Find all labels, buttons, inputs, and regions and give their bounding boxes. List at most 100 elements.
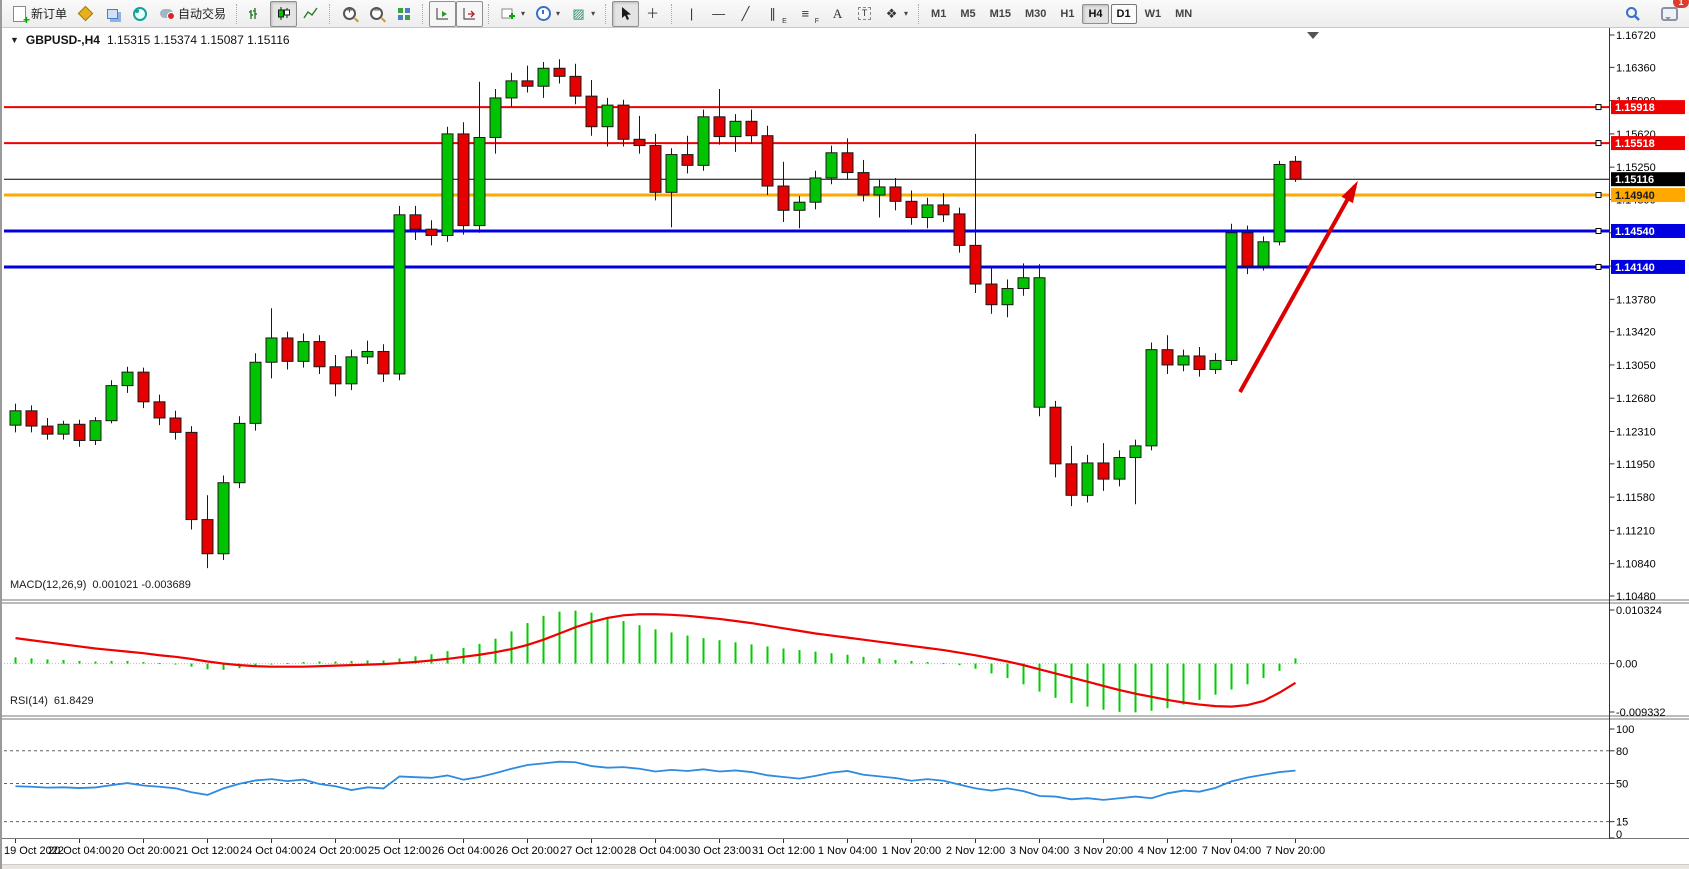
search-icon [1624,5,1641,22]
line-handle[interactable] [1595,140,1602,147]
macd-histogram-bar [1022,663,1025,685]
candle-body [745,120,758,137]
macd-histogram-bar [526,623,529,664]
candle-body [265,337,278,363]
search-button[interactable] [1619,1,1646,27]
macd-histogram-bar [942,663,945,665]
price-label-chip [1611,223,1685,238]
navigator-button[interactable] [99,1,126,27]
candle-body [313,341,326,368]
timeframe-m30-button[interactable]: M30 [1025,7,1047,20]
autotrading-button[interactable]: 自动交易 [153,1,231,27]
data-window-button[interactable] [126,1,153,27]
macd-histogram-bar [894,659,897,664]
text-button[interactable]: A [824,1,851,27]
candle-body [377,350,390,375]
chart-canvas[interactable]: 1.167201.163601.159901.156201.152501.148… [2,28,1689,869]
text-label-icon: T [856,5,873,22]
market-watch-button[interactable] [72,1,99,27]
periods-button[interactable]: ▾ [530,1,565,27]
candle-body [1065,463,1078,496]
chart-ohlc-values: 1.15315 1.15374 1.15087 1.15116 [106,33,290,47]
zoom-out-icon: − [368,5,385,22]
timeframe-h4-button[interactable]: H4 [1082,3,1109,24]
line-handle[interactable] [1595,104,1602,111]
candle-body [969,244,982,285]
timeframe-d1-button[interactable]: D1 [1110,3,1137,24]
timeframe-h1-button[interactable]: H1 [1060,7,1075,20]
candle-body [1113,457,1126,480]
notifications-button[interactable]: 1 [1656,0,1689,27]
line-chart-button[interactable] [297,1,324,27]
candle-body [601,104,614,128]
price-axis-label: 1.11210 [1616,525,1655,537]
price-label-chip [1611,100,1685,115]
timeframe-m15-button[interactable]: M15 [989,7,1012,20]
new-order-button[interactable]: 新订单 [6,1,72,27]
line-handle[interactable] [1595,227,1602,234]
auto-scroll-button[interactable] [429,0,457,27]
candle-body [1257,241,1270,267]
macd-histogram-bar [670,632,673,664]
cursor-icon [617,5,634,22]
macd-histogram-bar [782,648,785,664]
chart-shift-button[interactable] [456,0,484,27]
macd-histogram-bar [94,661,97,664]
rsi-indicator-label: RSI(14) 61.8429 [10,695,94,707]
trend-arrow-line[interactable] [1238,185,1357,393]
macd-histogram-bar [574,610,577,664]
line-handle[interactable] [1595,263,1602,270]
cursor-button[interactable] [612,0,640,27]
zoom-in-button[interactable]: + [336,1,363,27]
bar-chart-button[interactable] [243,1,270,27]
candle-body [1193,355,1206,370]
text-label-button[interactable]: T [851,1,878,27]
timeframe-w1-button[interactable]: W1 [1144,7,1162,20]
timeframe-m1-button[interactable]: M1 [931,7,947,20]
candle-body [633,138,646,147]
candle-body [1273,163,1286,243]
candle-body [1033,277,1046,408]
rsi-axis-label: 80 [1616,746,1628,758]
horizontal-line-button[interactable]: — [705,1,732,27]
zoom-out-button[interactable]: − [363,1,390,27]
collapse-arrow-icon[interactable]: ▼ [10,35,19,45]
price-axis-label: 1.13420 [1616,327,1656,339]
chevron-down-icon: ▾ [904,9,909,18]
trend-arrow-head[interactable] [1341,180,1358,204]
candle-body [9,410,22,426]
macd-histogram-bar [286,663,289,665]
macd-histogram-bar [350,660,353,664]
timeframe-m5-button[interactable]: M5 [960,7,976,20]
channel-button[interactable]: ∥ E [759,1,792,27]
macd-histogram-bar [302,662,305,664]
chart-symbol-period: GBPUSD-,H4 [25,33,100,47]
indicators-button[interactable]: ▾ [495,1,530,27]
tile-windows-button[interactable] [390,1,417,27]
candle-body [713,116,726,138]
tile-windows-icon [395,5,412,22]
candlestick-icon [275,5,292,22]
macd-histogram-bar [1054,663,1057,698]
crosshair-button[interactable]: ＋ [639,1,666,27]
arrows-button[interactable]: ❖ ▾ [878,1,913,27]
macd-histogram-bar [846,654,849,664]
macd-histogram-bar [590,612,593,664]
macd-indicator-label: MACD(12,26,9) 0.001021 -0.003689 [10,579,191,591]
fibonacci-button[interactable]: ≡ F [792,1,824,27]
timeframe-mn-button[interactable]: MN [1175,7,1193,20]
macd-histogram-bar [270,663,273,665]
candle-body [233,422,246,484]
chart-shift-marker[interactable] [1307,32,1319,39]
vertical-line-button[interactable]: | [678,1,705,27]
candle-body [889,186,902,202]
rsi-axis-label: 50 [1616,779,1628,791]
templates-button[interactable]: ▨ ▾ [565,1,600,27]
rsi-name: RSI(14) [10,695,48,707]
trendline-button[interactable]: ╱ [732,1,759,27]
candlestick-chart-button[interactable] [270,0,298,27]
chart-title-bar[interactable]: ▼ GBPUSD-,H4 1.15315 1.15374 1.15087 1.1… [10,33,290,47]
candle-body [121,371,134,387]
line-handle[interactable] [1595,192,1602,199]
price-axis-label: 1.11580 [1616,492,1655,504]
